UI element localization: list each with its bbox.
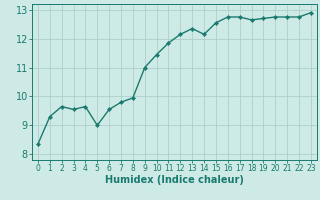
X-axis label: Humidex (Indice chaleur): Humidex (Indice chaleur) (105, 175, 244, 185)
